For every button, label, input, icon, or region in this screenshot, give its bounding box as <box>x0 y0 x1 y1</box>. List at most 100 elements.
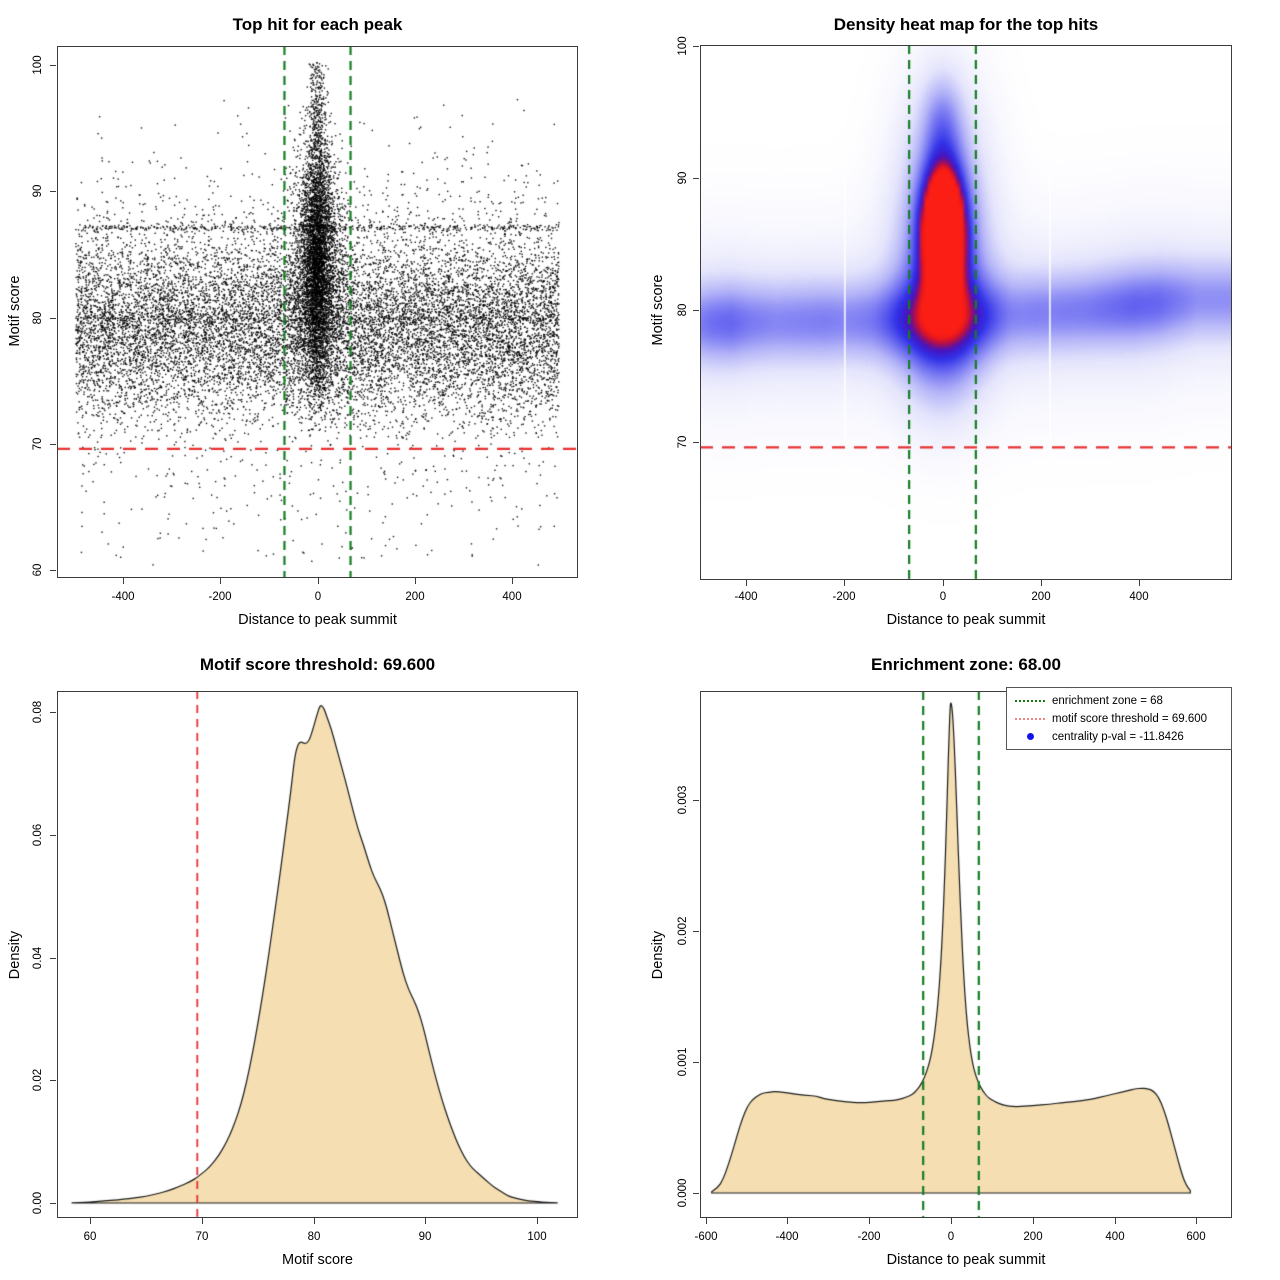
heatmap-plot-canvas <box>700 45 1232 580</box>
axis-tick-label: -400 <box>775 1231 799 1243</box>
axis-tick-mark <box>50 65 56 66</box>
axis-tick-label: 0.08 <box>32 700 44 724</box>
axis-tick-label: -400 <box>734 591 758 603</box>
blue-dot-icon <box>1015 733 1045 740</box>
axis-tick-mark <box>693 1062 699 1063</box>
axis-tick-mark <box>693 310 699 311</box>
heatmap-yaxis-label: Motif score <box>650 274 666 346</box>
axis-tick-mark <box>1041 580 1042 586</box>
scatter-xaxis-label: Distance to peak summit <box>238 612 397 628</box>
axis-tick-label: 0.003 <box>677 785 689 815</box>
axis-tick-mark <box>951 1218 952 1224</box>
axis-tick-mark <box>693 800 699 801</box>
scatter-yaxis-label: Motif score <box>7 275 23 347</box>
axis-tick-mark <box>50 1080 56 1081</box>
axis-tick-label: 70 <box>32 437 44 451</box>
axis-tick-label: 0 <box>314 591 322 603</box>
axis-tick-mark <box>1139 580 1140 586</box>
axis-tick-mark <box>1196 1218 1197 1224</box>
legend-label-enrichment-zone: enrichment zone = 68 <box>1052 694 1163 707</box>
legend-item-motif-threshold: motif score threshold = 69.600 <box>1007 710 1231 727</box>
axis-tick-label: 0.02 <box>32 1068 44 1092</box>
axis-tick-mark <box>50 318 56 319</box>
axis-tick-label: 200 <box>1023 1231 1043 1243</box>
axis-tick-label: 90 <box>32 184 44 198</box>
legend-label-centrality-pval: centrality p-val = -11.8426 <box>1052 730 1184 743</box>
score-density-title: Motif score threshold: 69.600 <box>199 655 436 674</box>
axis-tick-label: -400 <box>111 591 135 603</box>
score-density-yaxis-label: Density <box>7 930 23 980</box>
axis-tick-mark <box>50 191 56 192</box>
axis-tick-mark <box>425 1218 426 1224</box>
axis-tick-mark <box>50 1203 56 1204</box>
axis-tick-label: -200 <box>832 591 856 603</box>
axis-tick-mark <box>693 1193 699 1194</box>
legend-item-enrichment-zone: enrichment zone = 68 <box>1007 692 1231 709</box>
axis-tick-label: 100 <box>677 36 689 56</box>
axis-tick-label: 100 <box>32 55 44 75</box>
axis-tick-label: 60 <box>32 563 44 577</box>
axis-tick-label: 90 <box>677 171 689 185</box>
axis-tick-label: 80 <box>677 303 689 317</box>
axis-tick-mark <box>693 931 699 932</box>
axis-tick-mark <box>537 1218 538 1224</box>
summit-density-canvas <box>700 691 1232 1218</box>
axis-tick-mark <box>50 444 56 445</box>
scatter-title: Top hit for each peak <box>232 15 403 34</box>
axis-tick-label: -200 <box>857 1231 881 1243</box>
axis-tick-mark <box>844 580 845 586</box>
axis-tick-label: 90 <box>418 1231 432 1243</box>
axis-tick-mark <box>693 178 699 179</box>
legend-item-centrality-pval: centrality p-val = -11.8426 <box>1007 728 1231 745</box>
axis-tick-label: 70 <box>195 1231 209 1243</box>
axis-tick-mark <box>1115 1218 1116 1224</box>
axis-tick-mark <box>869 1218 870 1224</box>
axis-tick-label: 400 <box>1105 1231 1125 1243</box>
score-density-canvas <box>57 691 578 1218</box>
axis-tick-label: 600 <box>1186 1231 1206 1243</box>
axis-tick-label: 200 <box>1031 591 1051 603</box>
summit-density-xaxis-label: Distance to peak summit <box>886 1252 1046 1268</box>
axis-tick-mark <box>706 1218 707 1224</box>
axis-tick-label: 100 <box>527 1231 547 1243</box>
legend: enrichment zone = 68 motif score thresho… <box>1006 687 1232 750</box>
axis-tick-mark <box>746 580 747 586</box>
green-dotted-line-icon <box>1015 699 1045 702</box>
axis-tick-label: 400 <box>1129 591 1149 603</box>
heatmap-title: Density heat map for the top hits <box>833 15 1099 34</box>
axis-tick-label: 0.00 <box>32 1191 44 1215</box>
axis-tick-label: 80 <box>32 311 44 325</box>
axis-tick-mark <box>50 570 56 571</box>
axis-tick-label: 200 <box>405 591 425 603</box>
axis-tick-label: 0.001 <box>677 1047 689 1077</box>
axis-tick-mark <box>512 578 513 584</box>
axis-tick-label: 400 <box>502 591 522 603</box>
axis-tick-label: 0.002 <box>677 916 689 946</box>
axis-tick-label: 0.04 <box>32 946 44 970</box>
axis-tick-mark <box>318 578 319 584</box>
axis-tick-mark <box>943 580 944 586</box>
red-dotted-line-icon <box>1015 717 1045 720</box>
axis-tick-mark <box>415 578 416 584</box>
axis-tick-mark <box>693 442 699 443</box>
axis-tick-mark <box>693 46 699 47</box>
axis-tick-mark <box>314 1218 315 1224</box>
summit-density-yaxis-label: Density <box>650 930 666 980</box>
heatmap-xaxis-label: Distance to peak summit <box>886 612 1046 628</box>
axis-tick-label: 80 <box>307 1231 321 1243</box>
axis-tick-label: 60 <box>83 1231 97 1243</box>
axis-tick-label: 0.06 <box>32 823 44 847</box>
legend-label-motif-threshold: motif score threshold = 69.600 <box>1052 712 1208 725</box>
axis-tick-mark <box>50 712 56 713</box>
axis-tick-mark <box>123 578 124 584</box>
axis-tick-mark <box>220 578 221 584</box>
scatter-plot-canvas <box>57 46 578 578</box>
axis-tick-mark <box>202 1218 203 1224</box>
axis-tick-mark <box>1033 1218 1034 1224</box>
axis-tick-mark <box>50 958 56 959</box>
axis-tick-label: 0 <box>947 1231 955 1243</box>
axis-tick-mark <box>50 835 56 836</box>
axis-tick-label: -600 <box>694 1231 718 1243</box>
axis-tick-mark <box>90 1218 91 1224</box>
